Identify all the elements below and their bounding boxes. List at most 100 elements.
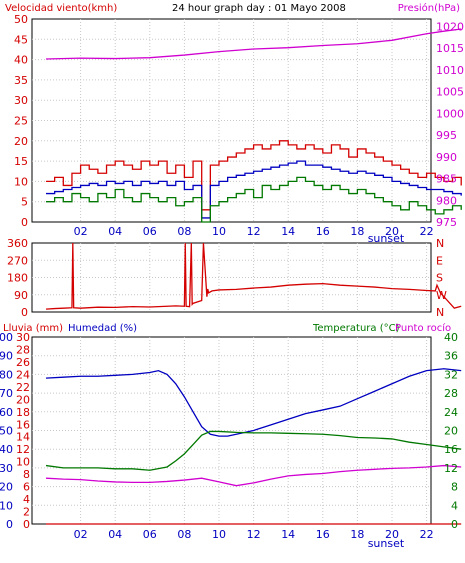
wind-series-gust <box>46 140 462 211</box>
wind-x-tick: 18 <box>350 225 364 238</box>
wind-x-tick: 06 <box>143 225 157 238</box>
weather-x-tick: 16 <box>316 528 330 541</box>
weather-series-humidity <box>45 368 462 437</box>
rain-y-tick: 22 <box>16 381 30 394</box>
rain-y-tick: 4 <box>23 493 30 506</box>
direction-y-tick: 270 <box>7 254 28 267</box>
pressure-axis-label: Presión(hPa) <box>398 2 460 14</box>
wind-y-tick: 45 <box>14 33 28 46</box>
wind-x-tick: 14 <box>281 225 295 238</box>
wind-y-tick: 20 <box>14 135 28 148</box>
humidity-y-tick: 30 <box>0 462 13 475</box>
rain-y-tick: 16 <box>16 418 30 431</box>
pressure-y-tick: 980 <box>436 194 457 207</box>
pressure-y-tick: 990 <box>436 151 457 164</box>
humidity-y-tick: 100 <box>0 331 13 344</box>
humidity-y-tick: 60 <box>0 406 13 419</box>
tick-labels: 0510152025303540455097598098599099510001… <box>0 13 464 550</box>
weather-series-temperature <box>45 430 462 471</box>
rain-y-tick: 28 <box>16 343 30 356</box>
wind-series-wind <box>46 176 462 223</box>
pressure-y-tick: 1010 <box>436 64 464 77</box>
pressure-y-tick: 1000 <box>436 107 464 120</box>
weather-x-tick: 08 <box>177 528 191 541</box>
pressure-y-tick: 975 <box>436 216 457 229</box>
direction-series-direction <box>45 242 462 310</box>
humidity-y-tick: 70 <box>0 387 13 400</box>
wind-x-tick: 02 <box>74 225 88 238</box>
compass-tick: E <box>436 254 443 267</box>
temperature-y-tick: 0 <box>451 518 458 531</box>
humidity-y-tick: 40 <box>0 443 13 456</box>
rain-y-tick: 10 <box>16 456 30 469</box>
rain-axis-label: Lluvia (mm) <box>3 323 63 334</box>
weather-x-tick: 12 <box>247 528 261 541</box>
wind-x-tick: 10 <box>212 225 226 238</box>
compass-tick: S <box>436 272 443 285</box>
temperature-y-tick: 36 <box>444 350 458 363</box>
humidity-y-tick: 90 <box>0 350 13 363</box>
pressure-y-tick: 1005 <box>436 86 464 99</box>
temperature-axis-label: Temperatura (°C) <box>312 323 400 334</box>
rain-y-tick: 30 <box>16 331 30 344</box>
rain-y-tick: 14 <box>16 431 30 444</box>
pressure-y-tick: 1015 <box>436 42 464 55</box>
wind-x-tick: 04 <box>108 225 122 238</box>
pressure-y-tick: 985 <box>436 173 457 186</box>
wind-y-tick: 0 <box>21 216 28 229</box>
wind-y-tick: 40 <box>14 54 28 67</box>
grid-lines <box>32 19 431 524</box>
wind-x-tick: 12 <box>247 225 261 238</box>
weather-x-tick: 18 <box>350 528 364 541</box>
rain-y-tick: 18 <box>16 406 30 419</box>
rain-y-tick: 6 <box>23 481 30 494</box>
direction-y-tick: 180 <box>7 272 28 285</box>
humidity-axis-label: Humedad (%) <box>68 323 137 334</box>
temperature-y-tick: 40 <box>444 331 458 344</box>
weather-x-tick: 14 <box>281 528 295 541</box>
wind-y-tick: 10 <box>14 175 28 188</box>
compass-tick: W <box>436 289 447 302</box>
rain-y-tick: 12 <box>16 443 30 456</box>
rain-y-tick: 24 <box>16 368 30 381</box>
weather-x-tick: 20 <box>385 528 399 541</box>
compass-tick: N <box>436 306 444 319</box>
wind-y-tick: 50 <box>14 13 28 26</box>
wind-series-pressure <box>45 28 462 60</box>
rain-y-tick: 20 <box>16 393 30 406</box>
rain-y-tick: 2 <box>23 506 30 519</box>
wind-x-tick: 08 <box>177 225 191 238</box>
wind-y-tick: 15 <box>14 155 28 168</box>
direction-y-tick: 0 <box>21 306 28 319</box>
wind-x-tick: 20 <box>385 225 399 238</box>
wind-x-tick: 22 <box>420 225 434 238</box>
rain-y-tick: 26 <box>16 356 30 369</box>
humidity-y-tick: 20 <box>0 481 13 494</box>
graph-title: 24 hour graph day : 01 Mayo 2008 <box>172 3 346 14</box>
temperature-y-tick: 24 <box>444 406 458 419</box>
temperature-y-tick: 12 <box>444 462 458 475</box>
rain-y-tick: 8 <box>23 468 30 481</box>
sunset-label-bottom: sunset <box>368 537 405 550</box>
weather-series-dewpoint <box>45 464 462 487</box>
wind-y-tick: 35 <box>14 74 28 87</box>
weather-x-tick: 06 <box>143 528 157 541</box>
wind-y-tick: 30 <box>14 94 28 107</box>
rain-y-tick: 0 <box>23 518 30 531</box>
direction-y-tick: 360 <box>7 237 28 250</box>
temperature-y-tick: 28 <box>444 387 458 400</box>
weather-x-tick: 02 <box>74 528 88 541</box>
sunset-label: sunset <box>368 232 405 245</box>
temperature-y-tick: 8 <box>451 481 458 494</box>
humidity-y-tick: 10 <box>0 499 13 512</box>
compass-tick: N <box>436 237 444 250</box>
wind-speed-axis-label: Velocidad viento(kmh) <box>5 3 117 14</box>
temperature-y-tick: 4 <box>451 499 458 512</box>
wind-y-tick: 5 <box>21 196 28 209</box>
wind-x-tick: 16 <box>316 225 330 238</box>
humidity-y-tick: 80 <box>0 368 13 381</box>
temperature-y-tick: 16 <box>444 443 458 456</box>
direction-y-tick: 90 <box>14 289 28 302</box>
weather-x-tick: 22 <box>420 528 434 541</box>
